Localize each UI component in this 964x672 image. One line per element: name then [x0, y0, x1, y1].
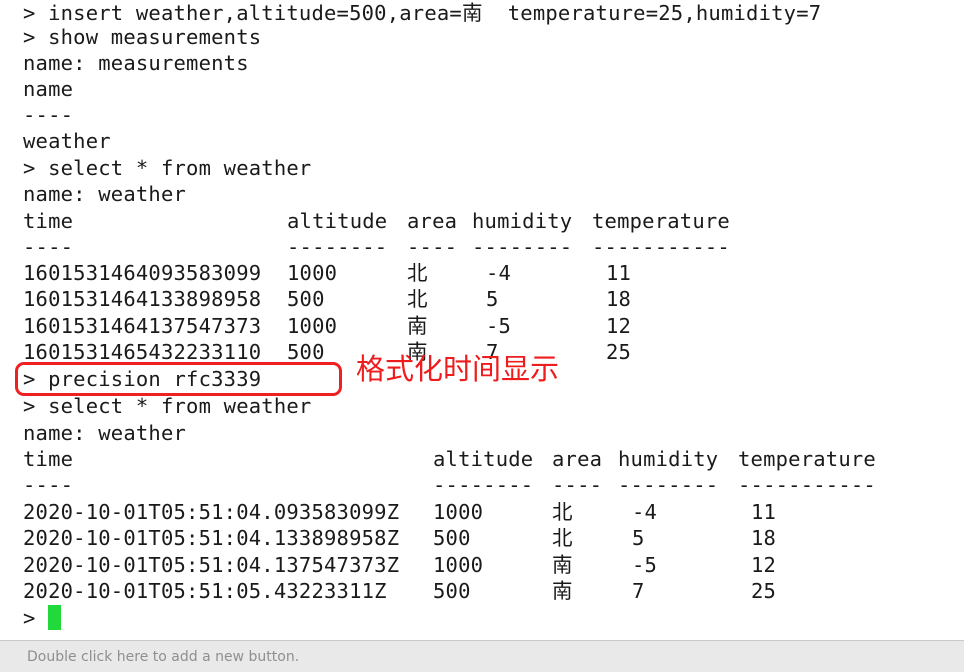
table2-header-temperature: temperature — [738, 447, 876, 471]
table1-cell-altitude: 1000 — [287, 261, 338, 285]
table2-cell-time: 2020-10-01T05:51:04.093583099Z — [23, 500, 400, 524]
table2-row: 2020-10-01T05:51:04.137547373Z 1000 南 -5… — [23, 552, 776, 578]
table2-row: 2020-10-01T05:51:04.133898958Z 500 北 5 1… — [23, 525, 776, 551]
measurements-value: weather — [23, 129, 111, 153]
table1-dash-row: ---- -------- ---- -------- ----------- — [23, 234, 730, 260]
table1-row: 1601531465432233110 500 南 7 25 — [23, 339, 631, 365]
table1-cell-area: 北 — [407, 261, 428, 285]
table2-cell-altitude: 1000 — [433, 553, 484, 577]
table2-cell-area: 北 — [552, 500, 573, 524]
measurements-dash-line: ---- — [23, 103, 74, 127]
table2-dash-humidity: -------- — [618, 473, 719, 497]
select-command-2: > select * from weather — [23, 394, 312, 418]
table1-cell-altitude: 500 — [287, 340, 325, 364]
measurements-column-header: name — [23, 77, 74, 101]
table2-dash-time: ---- — [23, 473, 74, 497]
table2-dash-area: ---- — [552, 473, 603, 497]
table1-cell-time: 1601531464137547373 — [23, 314, 262, 338]
table2-dash-row: ---- -------- ---- -------- ----------- — [23, 472, 876, 498]
table2-header-time: time — [23, 447, 74, 471]
table2-cell-humidity: -5 — [632, 553, 658, 577]
table1-cell-temperature: 18 — [606, 287, 632, 311]
table1-cell-altitude: 1000 — [287, 314, 338, 338]
table2-header-humidity: humidity — [618, 447, 719, 471]
table2-header-row: time altitude area humidity temperature — [23, 446, 876, 472]
table2-row: 2020-10-01T05:51:05.43223311Z 500 南 7 25 — [23, 578, 776, 604]
table1-cell-temperature: 12 — [606, 314, 632, 338]
select-result-name-2: name: weather — [23, 421, 187, 445]
table1-cell-humidity: 5 — [486, 287, 499, 311]
select-result-name-1: name: weather — [23, 182, 187, 206]
table2-header-altitude: altitude — [433, 447, 534, 471]
table2-cell-altitude: 500 — [433, 579, 471, 603]
table1-cell-temperature: 25 — [606, 340, 632, 364]
measurements-name-line: name: measurements — [23, 51, 249, 75]
table2-cell-altitude: 1000 — [433, 500, 484, 524]
table1-cell-time: 1601531464133898958 — [23, 287, 262, 311]
table2-cell-time: 2020-10-01T05:51:04.133898958Z — [23, 526, 400, 550]
table1-cell-time: 1601531464093583099 — [23, 261, 262, 285]
table1-row: 1601531464093583099 1000 北 -4 11 — [23, 260, 631, 286]
table2-cell-humidity: 5 — [632, 526, 645, 550]
button-bar-hint[interactable]: Double click here to add a new button. — [27, 649, 300, 665]
text-cursor — [48, 605, 61, 630]
table1-row: 1601531464137547373 1000 南 -5 12 — [23, 313, 631, 339]
table1-dash-altitude: -------- — [287, 235, 388, 259]
table1-header-altitude: altitude — [287, 209, 388, 233]
table1-dash-temperature: ----------- — [592, 235, 730, 259]
table1-header-time: time — [23, 209, 74, 233]
table2-cell-time: 2020-10-01T05:51:05.43223311Z — [23, 579, 387, 603]
table1-header-area: area — [407, 209, 458, 233]
table2-cell-temperature: 25 — [751, 579, 777, 603]
table1-cell-area: 南 — [407, 340, 428, 364]
table2-cell-temperature: 18 — [751, 526, 777, 550]
table2-cell-temperature: 11 — [751, 500, 777, 524]
table2-header-area: area — [552, 447, 603, 471]
table1-header-row: time altitude area humidity temperature — [23, 208, 730, 234]
table1-dash-time: ---- — [23, 235, 74, 259]
insert-command-line: > insert weather,altitude=500,area=南 tem… — [23, 1, 822, 25]
table2-cell-humidity: 7 — [632, 579, 645, 603]
table1-header-humidity: humidity — [472, 209, 573, 233]
table1-cell-area: 北 — [407, 287, 428, 311]
table2-cell-area: 南 — [552, 579, 573, 603]
table2-cell-altitude: 500 — [433, 526, 471, 550]
terminal-window[interactable]: > insert weather,altitude=500,area=南 tem… — [0, 0, 964, 640]
table1-dash-area: ---- — [407, 235, 458, 259]
table2-dash-temperature: ----------- — [738, 473, 876, 497]
table1-header-temperature: temperature — [592, 209, 730, 233]
table2-row: 2020-10-01T05:51:04.093583099Z 1000 北 -4… — [23, 499, 776, 525]
button-bar[interactable]: Double click here to add a new button. — [0, 640, 964, 672]
table1-cell-humidity: -5 — [486, 314, 512, 338]
table2-cell-area: 南 — [552, 553, 573, 577]
table2-cell-humidity: -4 — [632, 500, 658, 524]
table1-cell-altitude: 500 — [287, 287, 325, 311]
table2-cell-time: 2020-10-01T05:51:04.137547373Z — [23, 553, 400, 577]
table1-dash-humidity: -------- — [472, 235, 573, 259]
table2-dash-altitude: -------- — [433, 473, 534, 497]
table1-row: 1601531464133898958 500 北 5 18 — [23, 286, 631, 312]
precision-command: > precision rfc3339 — [23, 367, 262, 391]
command-prompt[interactable]: > — [23, 606, 36, 630]
annotation-text: 格式化时间显示 — [356, 352, 560, 386]
table1-cell-time: 1601531465432233110 — [23, 340, 262, 364]
select-command-1: > select * from weather — [23, 156, 312, 180]
table1-cell-humidity: 7 — [486, 340, 499, 364]
highlight-box — [15, 362, 342, 396]
table2-cell-area: 北 — [552, 526, 573, 550]
table1-cell-area: 南 — [407, 314, 428, 338]
table1-cell-temperature: 11 — [606, 261, 632, 285]
table2-cell-temperature: 12 — [751, 553, 777, 577]
show-measurements-command: > show measurements — [23, 25, 262, 49]
table1-cell-humidity: -4 — [486, 261, 512, 285]
